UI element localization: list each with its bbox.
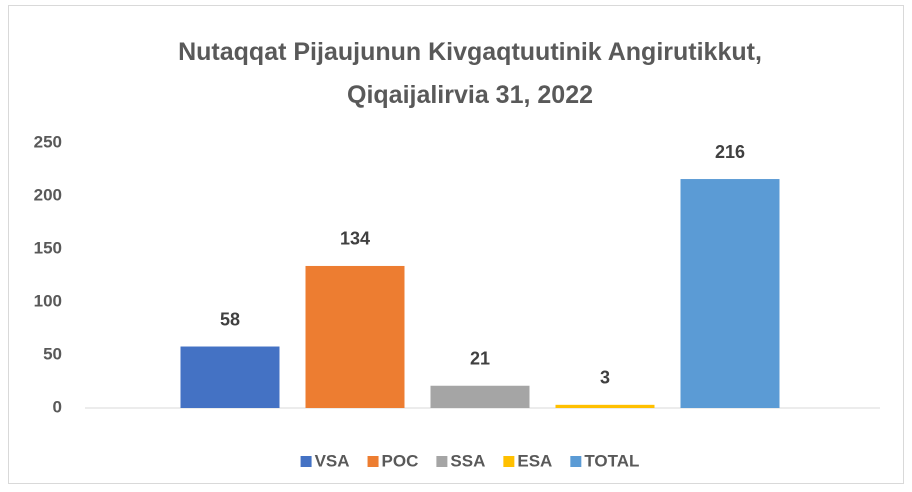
y-tick-label: 250 (34, 132, 62, 151)
bar (430, 385, 530, 408)
legend-label: ESA (517, 451, 552, 470)
bar (180, 346, 280, 408)
legend-swatch (300, 456, 312, 467)
y-tick-label: 200 (34, 185, 62, 204)
legend-swatch (436, 456, 448, 467)
bar (680, 179, 780, 408)
legend-label: SSA (450, 451, 485, 470)
legend-label: POC (382, 451, 419, 470)
y-tick-label: 50 (43, 344, 62, 363)
y-tick-label: 150 (34, 238, 62, 257)
y-tick-label: 0 (53, 397, 62, 416)
chart-frame (8, 5, 904, 484)
legend-label: TOTAL (584, 451, 639, 470)
data-label: 21 (470, 348, 490, 368)
data-label: 3 (600, 368, 610, 388)
data-label: 134 (340, 229, 370, 249)
legend-swatch (367, 456, 379, 467)
legend-swatch (570, 456, 582, 467)
data-label: 58 (220, 309, 240, 329)
bar (305, 265, 405, 408)
chart-title: Nutaqqat Pijaujunun Kivgaqtuutinik Angir… (178, 38, 762, 109)
y-tick-label: 100 (34, 291, 62, 310)
legend-swatch (503, 456, 515, 467)
bar (555, 404, 655, 408)
legend-label: VSA (315, 451, 350, 470)
data-label: 216 (715, 142, 745, 162)
